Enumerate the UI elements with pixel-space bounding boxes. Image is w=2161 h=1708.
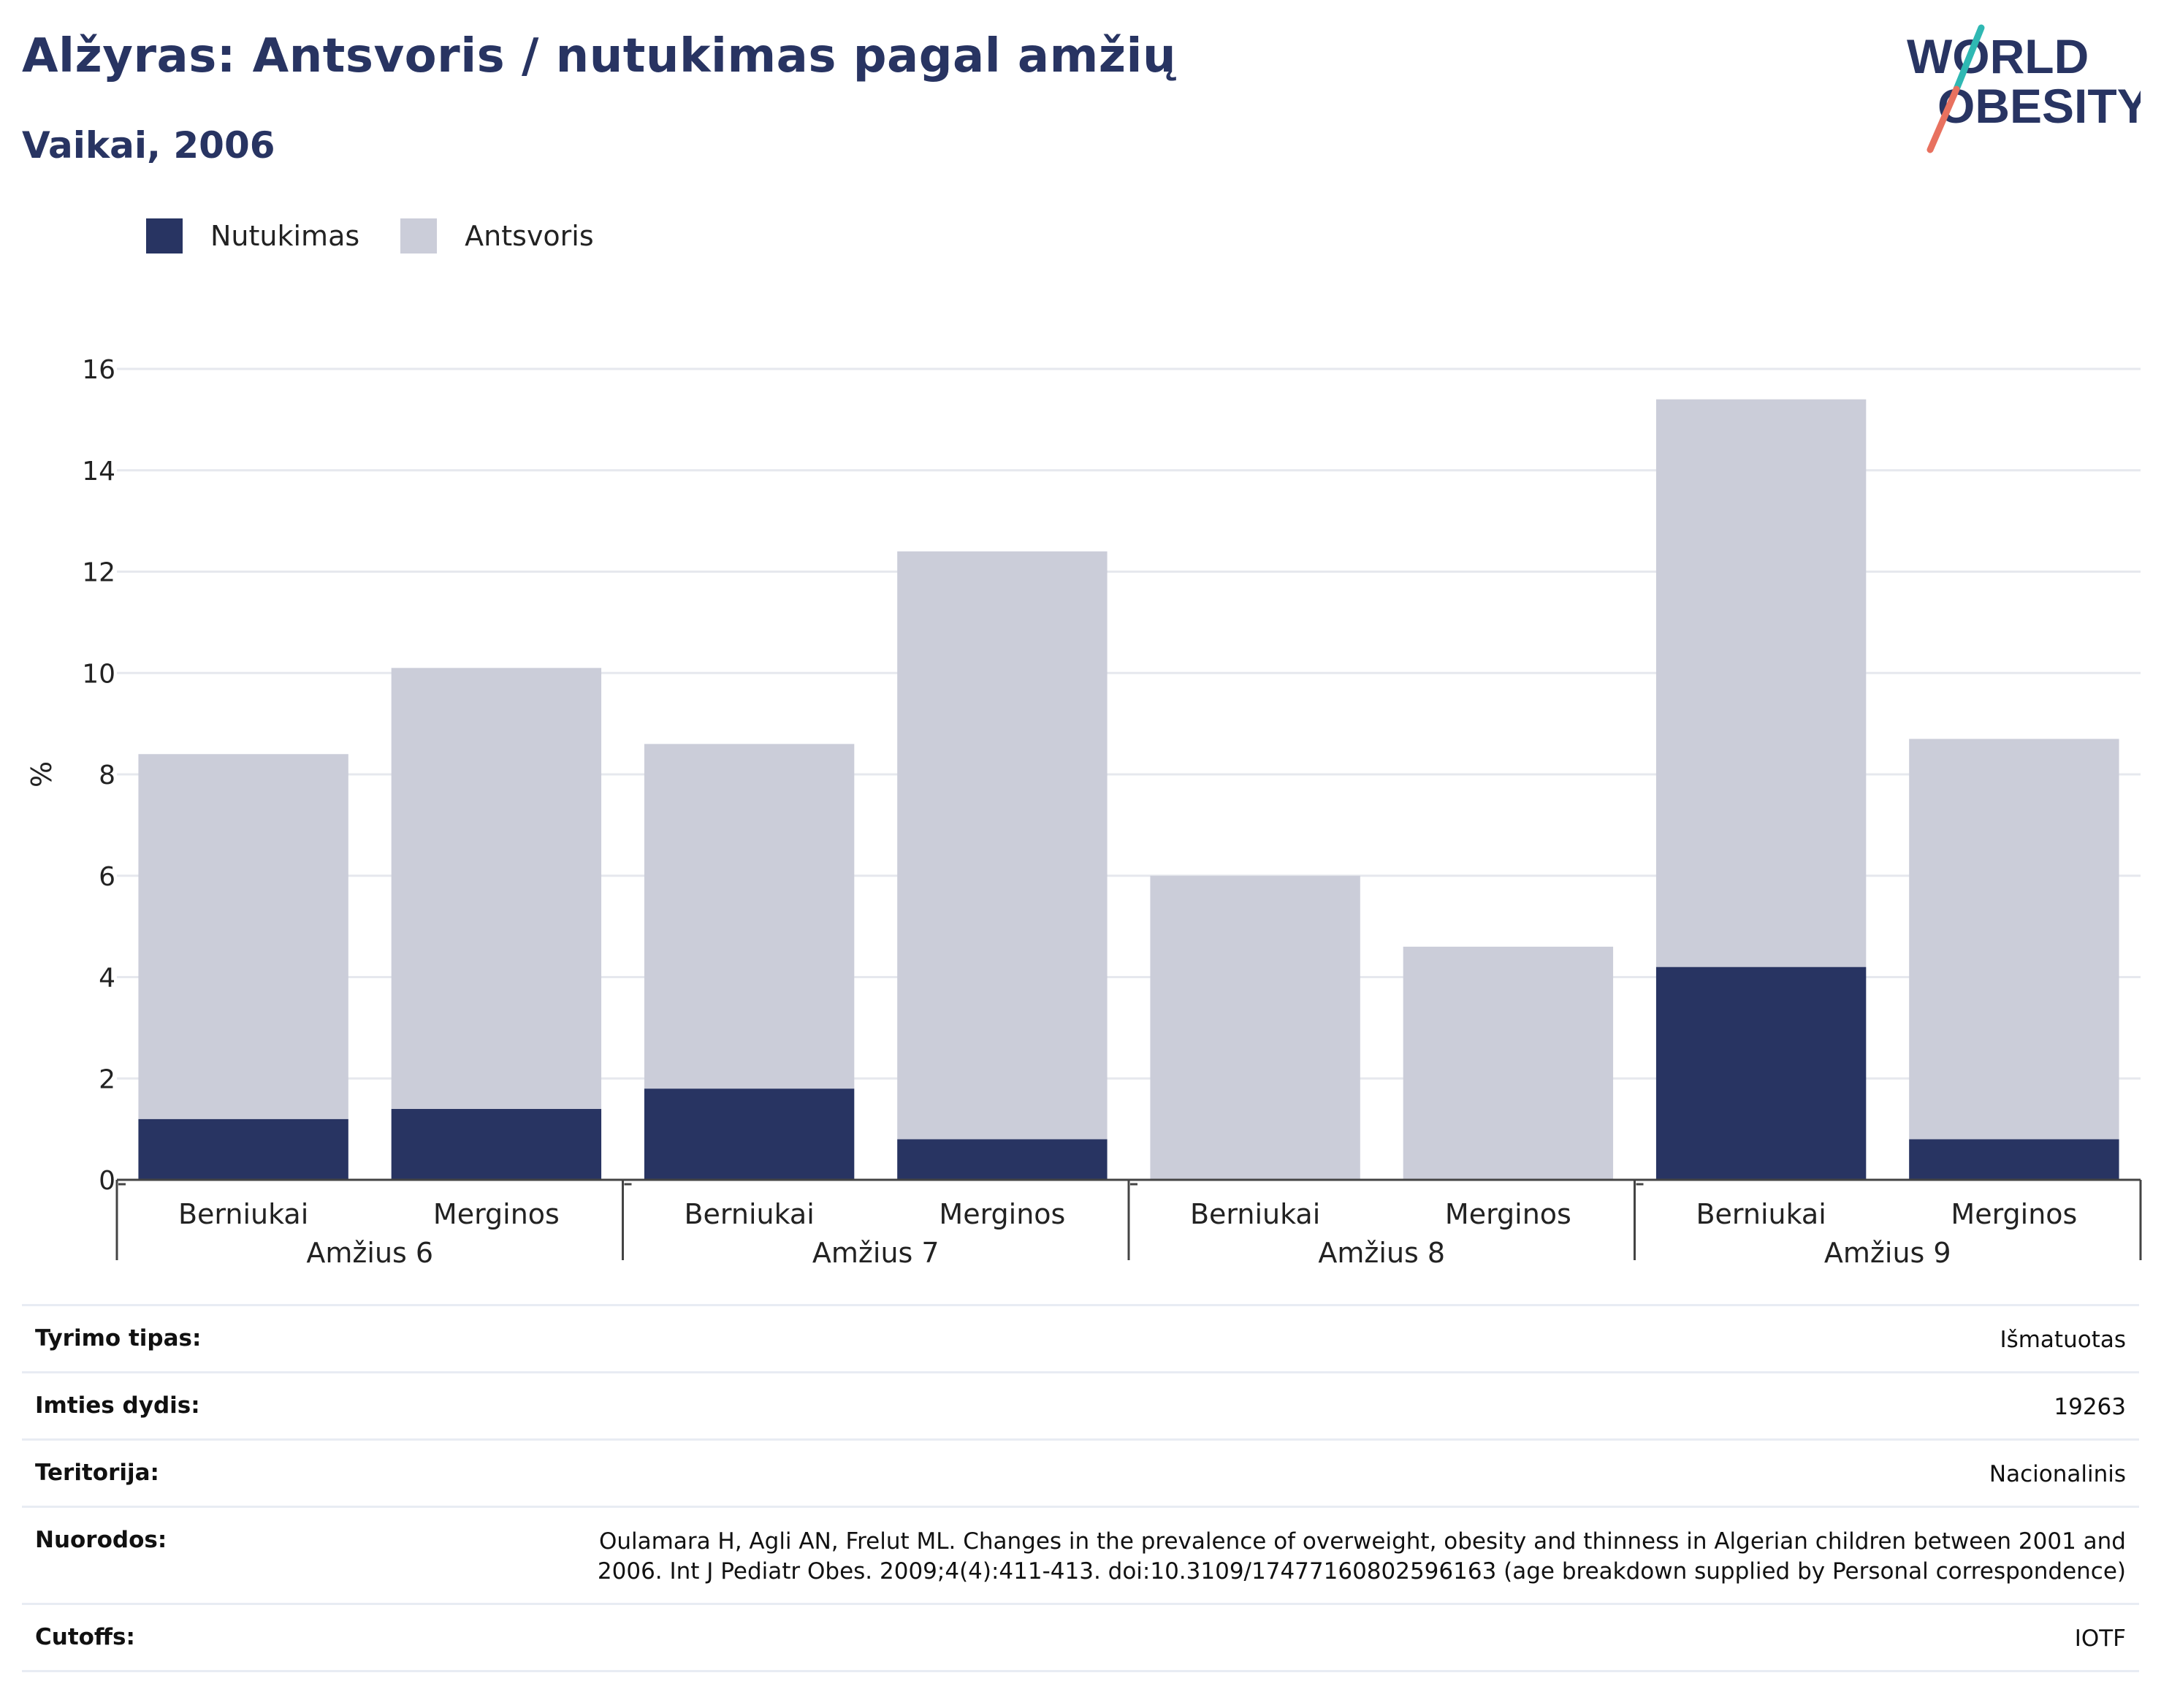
y-tick-label: 6 bbox=[99, 862, 115, 892]
info-row: Imties dydis: 19263 bbox=[22, 1371, 2139, 1440]
legend-item-obesity: Nutukimas bbox=[146, 218, 359, 253]
y-tick-label: 10 bbox=[82, 659, 115, 689]
legend-label-overweight: Antsvoris bbox=[465, 220, 594, 252]
logo-line1: WORLD bbox=[1907, 29, 2089, 83]
info-key: Imties dydis: bbox=[22, 1371, 413, 1440]
bar-overweight bbox=[644, 744, 855, 1089]
page-subtitle: Vaikai, 2006 bbox=[22, 124, 275, 167]
y-tick-label: 16 bbox=[82, 355, 115, 385]
bar-obesity bbox=[644, 1089, 855, 1180]
stacked-bar-chart: 0 2 4 6 8 10 12 14 16% Berniukai Merginos Berniukai… bbox=[26, 355, 2142, 1269]
y-tick-label: 8 bbox=[99, 760, 115, 790]
bar-overweight bbox=[1909, 739, 2119, 1140]
page-title: Alžyras: Antsvoris / nutukimas pagal amž… bbox=[22, 29, 1177, 83]
info-key: Cutoffs: bbox=[22, 1603, 413, 1672]
info-row: Teritorija: Nacionalinis bbox=[22, 1438, 2139, 1507]
info-value-reference: Oulamara H, Agli AN, Frelut ML. Changes … bbox=[597, 1528, 2126, 1585]
x-category-label: Merginos bbox=[1951, 1198, 2077, 1230]
x-category-label: Merginos bbox=[939, 1198, 1065, 1230]
info-value: Nacionalinis bbox=[413, 1438, 2139, 1507]
legend-label-obesity: Nutukimas bbox=[210, 220, 360, 252]
bar-obesity bbox=[1909, 1139, 2119, 1180]
logo-slash-red bbox=[1926, 85, 1960, 153]
y-tick-label: 14 bbox=[82, 457, 115, 487]
x-category-label: Berniukai bbox=[1696, 1198, 1826, 1230]
logo-slash-teal bbox=[1953, 24, 1985, 93]
y-tick-label: 4 bbox=[99, 964, 115, 994]
x-category-label: Berniukai bbox=[1190, 1198, 1320, 1230]
y-tick-label: 2 bbox=[99, 1064, 115, 1094]
x-group-label: Amžius 8 bbox=[1318, 1237, 1445, 1269]
logo-line2: OBESITY bbox=[1937, 79, 2141, 133]
info-value: IOTF bbox=[413, 1603, 2139, 1672]
info-value: 19263 bbox=[413, 1371, 2139, 1440]
info-row: Cutoffs: IOTF bbox=[22, 1603, 2139, 1672]
x-category-label: Merginos bbox=[433, 1198, 560, 1230]
legend-item-overweight: Antsvoris bbox=[400, 218, 594, 253]
info-value: Išmatuotas bbox=[413, 1304, 2139, 1373]
info-row: Tyrimo tipas: Išmatuotas bbox=[22, 1304, 2139, 1373]
x-category-label: Merginos bbox=[1445, 1198, 1571, 1230]
x-group-label: Amžius 7 bbox=[812, 1237, 940, 1269]
x-group-label: Amžius 9 bbox=[1824, 1237, 1951, 1269]
bar-obesity bbox=[1655, 967, 1867, 1180]
x-category-label: Berniukai bbox=[178, 1198, 308, 1230]
bar-obesity bbox=[391, 1108, 602, 1180]
chart-legend: Nutukimas Antsvoris bbox=[146, 218, 635, 254]
world-obesity-logo: WORLD OBESITY bbox=[1907, 24, 2141, 153]
info-row: Nuorodos: Oulamara H, Agli AN, Frelut ML… bbox=[22, 1506, 2139, 1604]
bar-overweight bbox=[897, 551, 1108, 1140]
bar-overweight bbox=[138, 754, 348, 1119]
legend-swatch-obesity bbox=[146, 218, 183, 253]
x-category-label: Berniukai bbox=[684, 1198, 814, 1230]
info-key: Tyrimo tipas: bbox=[22, 1304, 413, 1373]
y-tick-label: 0 bbox=[99, 1166, 115, 1196]
bar-overweight bbox=[1655, 399, 1867, 967]
bar-overweight bbox=[1403, 946, 1614, 1180]
bar-obesity bbox=[138, 1118, 348, 1180]
info-table: Tyrimo tipas: Išmatuotas Imties dydis: 1… bbox=[22, 1304, 2139, 1672]
bar-overweight bbox=[391, 668, 602, 1109]
info-key: Teritorija: bbox=[22, 1438, 413, 1507]
y-tick-label: 12 bbox=[82, 558, 115, 588]
bar-obesity bbox=[897, 1139, 1108, 1180]
info-key: Nuorodos: bbox=[22, 1506, 413, 1604]
bar-overweight bbox=[1150, 875, 1360, 1180]
x-group-label: Amžius 6 bbox=[306, 1237, 433, 1269]
legend-swatch-overweight bbox=[400, 218, 438, 253]
y-axis-label: % bbox=[26, 761, 58, 788]
